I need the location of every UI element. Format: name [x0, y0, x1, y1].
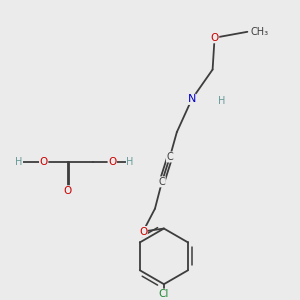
Text: O: O: [139, 226, 147, 236]
Text: N: N: [188, 94, 196, 104]
Text: O: O: [108, 157, 116, 167]
Text: Cl: Cl: [159, 289, 169, 299]
Text: O: O: [211, 33, 219, 43]
Text: CH₃: CH₃: [250, 27, 268, 37]
Text: H: H: [126, 157, 134, 167]
Text: H: H: [15, 157, 22, 167]
Text: H: H: [218, 96, 225, 106]
Text: O: O: [63, 186, 72, 196]
Text: O: O: [40, 157, 48, 167]
Text: C: C: [167, 152, 173, 162]
Text: C: C: [158, 177, 165, 187]
